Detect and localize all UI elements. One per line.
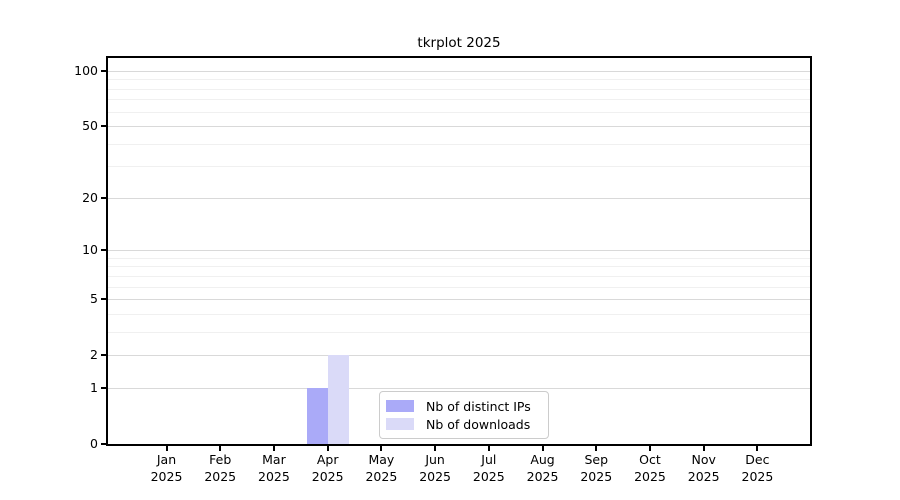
x-tick-label-mar: Mar 2025	[242, 452, 306, 485]
y-major-gridline	[108, 299, 810, 301]
y-minor-gridline	[108, 257, 810, 259]
y-minor-gridline	[108, 79, 810, 81]
x-axis-tick	[165, 446, 168, 451]
bar-downloads-apr	[327, 355, 349, 444]
x-tick-label-may: May 2025	[349, 452, 413, 485]
x-tick-year: 2025	[150, 468, 183, 484]
x-axis-tick	[702, 446, 705, 451]
legend-item-distinct-ips: Nb of distinct IPs	[386, 397, 540, 415]
y-minor-gridline	[108, 266, 810, 268]
x-tick-year: 2025	[204, 468, 237, 484]
x-tick-month: Dec	[745, 452, 770, 467]
bar-distinct-ips-apr	[306, 387, 328, 444]
x-tick-label-jul: Jul 2025	[457, 452, 521, 485]
y-axis-tick	[101, 386, 106, 389]
plot-area	[106, 56, 812, 446]
x-tick-year: 2025	[687, 468, 720, 484]
x-tick-year: 2025	[365, 468, 398, 484]
x-tick-label-apr: Apr 2025	[296, 452, 360, 485]
legend-label-distinct-ips: Nb of distinct IPs	[426, 398, 531, 414]
x-axis-tick	[595, 446, 598, 451]
x-tick-label-jun: Jun 2025	[403, 452, 467, 485]
y-minor-gridline	[108, 111, 810, 113]
x-tick-month: Oct	[639, 452, 661, 467]
x-tick-month: Nov	[691, 452, 716, 467]
y-major-gridline	[108, 197, 810, 199]
x-tick-label-oct: Oct 2025	[618, 452, 682, 485]
y-minor-gridline	[108, 166, 810, 168]
legend-item-downloads: Nb of downloads	[386, 415, 540, 433]
y-major-gridline	[108, 71, 810, 72]
y-minor-gridline	[108, 143, 810, 145]
x-tick-label-dec: Dec 2025	[725, 452, 789, 485]
x-tick-month: May	[368, 452, 395, 467]
y-axis-tick	[101, 249, 106, 252]
x-tick-month: Aug	[530, 452, 555, 467]
y-axis-tick	[101, 443, 106, 445]
legend-swatch-downloads	[386, 418, 414, 430]
x-tick-month: Jan	[156, 452, 177, 467]
x-axis-tick	[380, 446, 383, 451]
x-tick-month: Feb	[209, 452, 232, 467]
x-tick-month: Mar	[262, 452, 286, 467]
x-axis-tick	[219, 446, 222, 451]
y-tick-label: 50	[82, 118, 98, 134]
y-axis-tick	[101, 298, 106, 301]
legend-swatch-distinct-ips	[386, 400, 414, 412]
x-tick-month: Jul	[481, 452, 497, 467]
x-tick-label-jan: Jan 2025	[135, 452, 199, 485]
y-minor-gridline	[108, 275, 810, 277]
x-axis-tick	[272, 446, 275, 451]
x-axis-tick	[434, 446, 437, 451]
x-tick-label-nov: Nov 2025	[672, 452, 736, 485]
y-tick-label: 10	[82, 242, 98, 258]
y-axis-tick	[101, 354, 106, 357]
x-tick-year: 2025	[741, 468, 774, 484]
x-tick-year: 2025	[526, 468, 559, 484]
y-axis-tick	[101, 70, 106, 72]
y-minor-gridline	[108, 331, 810, 333]
y-tick-label: 0	[90, 436, 98, 451]
x-tick-year: 2025	[311, 468, 344, 484]
x-axis-tick	[756, 446, 759, 451]
x-axis-tick	[326, 446, 329, 451]
y-major-gridline	[108, 126, 810, 128]
x-axis-tick	[648, 446, 651, 451]
y-minor-gridline	[108, 99, 810, 101]
x-tick-month: Sep	[584, 452, 609, 467]
x-tick-label-sep: Sep 2025	[564, 452, 628, 485]
x-tick-month: Jun	[425, 452, 445, 467]
x-axis-tick	[541, 446, 544, 451]
x-tick-year: 2025	[634, 468, 666, 484]
y-major-gridline	[108, 250, 810, 252]
x-tick-year: 2025	[580, 468, 613, 484]
y-axis-tick	[101, 125, 106, 128]
y-major-gridline	[108, 387, 810, 389]
legend: Nb of distinct IPs Nb of downloads	[379, 391, 549, 439]
x-tick-month: Apr	[316, 452, 339, 467]
y-axis-tick	[101, 196, 106, 199]
y-tick-label: 2	[90, 347, 98, 363]
y-tick-label: 1	[90, 379, 98, 395]
chart-title: tkrplot 2025	[417, 35, 501, 51]
y-tick-label: 20	[82, 189, 98, 205]
y-minor-gridline	[108, 88, 810, 90]
y-tick-label: 5	[90, 291, 98, 307]
y-major-gridline	[108, 355, 810, 357]
y-minor-gridline	[108, 313, 810, 315]
y-minor-gridline	[108, 286, 810, 288]
x-tick-label-aug: Aug 2025	[511, 452, 575, 485]
legend-label-downloads: Nb of downloads	[426, 416, 531, 432]
x-tick-year: 2025	[419, 468, 451, 484]
x-tick-year: 2025	[472, 468, 505, 484]
x-tick-label-feb: Feb 2025	[188, 452, 252, 485]
x-tick-year: 2025	[258, 468, 290, 484]
x-axis-tick	[487, 446, 490, 451]
y-tick-label: 100	[74, 63, 98, 78]
